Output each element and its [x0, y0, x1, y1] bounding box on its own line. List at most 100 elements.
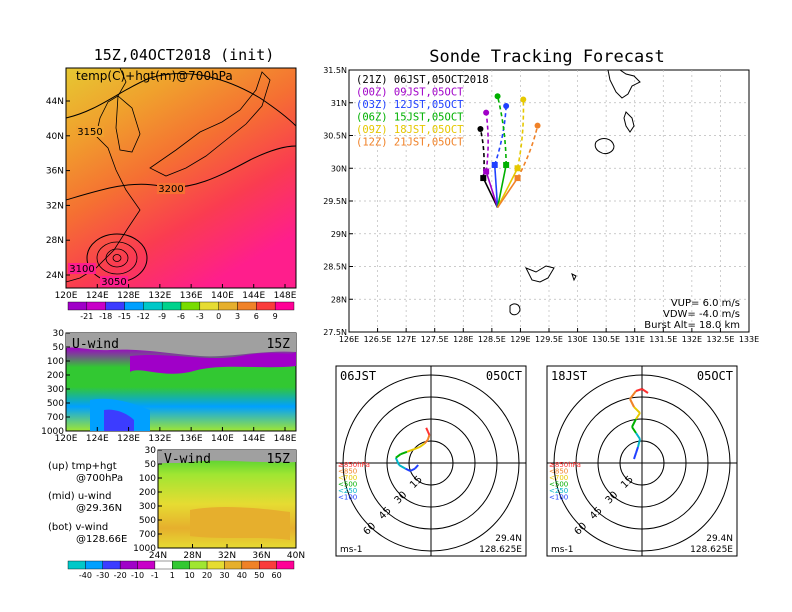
wind-colorbar-swatch: [241, 560, 260, 570]
track-x-tick-label: 131E: [625, 335, 645, 344]
hodograph-06jst-trace-segment: [394, 457, 400, 466]
wind-colorbar-swatch: [154, 560, 173, 570]
track-y-tick-label: 29.5N: [323, 197, 347, 206]
vwind-orange-core: [190, 506, 290, 540]
uwind-x-tick-label: 120E: [55, 434, 78, 444]
vwind-y-tick-label: 50: [145, 460, 157, 470]
temp-map-y-ticks: 44N 40N 36N 32N 28N 24N: [46, 97, 70, 281]
hodograph-18jst-trace-segment: [635, 432, 641, 440]
track-map-panel: Sonde Tracking Forecast 31.5N 31N 30.5N 30N…: [323, 47, 759, 344]
track-x-tick-label: 130E: [567, 335, 587, 344]
track-x-tick-label: 126.5E: [364, 335, 392, 344]
wind-colorbar-label: 30: [219, 571, 229, 580]
uwind-y-tick-label: 700: [47, 413, 64, 423]
temp-map-y-tick-label: 32N: [46, 201, 64, 211]
uwind-x-tick-label: 144E: [242, 434, 265, 444]
wind-colorbar-swatch: [67, 560, 86, 570]
temp-colorbar-swatch: [274, 301, 295, 311]
track-descent-line: [479, 128, 485, 179]
hodograph-06jst-trace-segment: [398, 464, 406, 470]
track-landing-marker: [534, 122, 541, 129]
hodograph-06jst-lon: 128.625E: [479, 545, 522, 555]
hodograph-06jst-trace-segment: [425, 427, 429, 432]
wind-colorbar-label: 40: [237, 571, 247, 580]
temp-map-x-tick-label: 120E: [55, 291, 78, 301]
hodograph-06jst-time-bg: [338, 368, 378, 382]
note-bot-2: @128.66E: [76, 534, 127, 545]
temp-map-panel: 15Z,04OCT2018 (init) 3150 3200 3100 3050…: [46, 46, 297, 301]
uwind-y-tick-label: 300: [47, 385, 64, 395]
hodograph-18jst-legend-entry: <250: [549, 487, 568, 495]
temp-map-x-tick-label: 128E: [117, 291, 140, 301]
vwind-y-tick-label: 200: [139, 488, 156, 498]
contour-label-bg-4: [100, 276, 128, 287]
track-legend: (21Z) 06JST,05OCT2018(00Z) 09JST,05OCT(0…: [356, 74, 489, 149]
track-legend-entry: (09Z) 18JST,05OCT: [356, 124, 464, 136]
track-y-tick-label: 27.5N: [323, 328, 347, 337]
hodograph-06jst-date-bg: [476, 368, 524, 382]
track-x-tick-label: 127.5E: [421, 335, 449, 344]
track-ascent-line: [496, 164, 507, 208]
korea-outline: [115, 95, 141, 153]
temp-map-x-tick-label: 144E: [242, 291, 265, 301]
hodograph-18jst-legend-entry: <850: [549, 468, 568, 476]
track-legend-entry: (03Z) 12JST,05OCT: [356, 99, 464, 111]
track-x-tick-label: 131.5E: [649, 335, 677, 344]
hodograph-06jst-lat: 29.4N: [495, 534, 522, 544]
track-legend-entry: (21Z) 06JST,05OCT2018: [356, 74, 489, 86]
vwind-x-tick-label: 40N: [287, 551, 305, 561]
wind-colorbar-swatch: [172, 560, 190, 570]
track-ascent-line: [496, 167, 519, 208]
track-ascent-line: [493, 164, 499, 208]
island-tanegashima: [623, 111, 635, 133]
track-y-tick-label: 31.5N: [323, 66, 347, 75]
wind-colorbar-swatch: [85, 560, 103, 570]
temp-map-y-tick-label: 28N: [46, 236, 64, 246]
info-vdw: VDW= -4.0 m/s: [663, 309, 740, 320]
info-vup: VUP= 6.0 m/s: [671, 298, 740, 309]
vwind-y-tick-label: 100: [139, 474, 156, 484]
hodograph-18jst-trace-segment: [637, 438, 641, 448]
temp-map-fill: [65, 67, 297, 289]
track-burst-marker: [514, 165, 521, 172]
vwind-x-tick-label: 36N: [252, 551, 270, 561]
temp-map-x-tick-label: 136E: [180, 291, 203, 301]
wind-colorbar-label: 20: [202, 571, 212, 580]
track-x-tick-label: 132.5E: [706, 335, 734, 344]
vwind-y-tick-label: 500: [139, 516, 156, 526]
uwind-gray-band: [66, 333, 296, 357]
contour-label-3050: 3050: [101, 277, 126, 288]
info-burst-alt: Burst Alt= 18.0 km: [644, 320, 740, 331]
wind-colorbar-label: 10: [185, 571, 195, 580]
track-ascent-line: [496, 177, 519, 208]
hodograph-06jst-legend-entry: ≥850hPa: [338, 461, 370, 469]
temp-map-x-tick-label: 140E: [211, 291, 234, 301]
temp-colorbar-swatch: [105, 301, 125, 311]
track-burst-marker: [491, 161, 498, 168]
track-legend-entry: (12Z) 21JST,05OCT: [356, 137, 464, 149]
hodograph-06jst-trace-segment: [409, 467, 416, 472]
hodograph-06jst-trace-segment: [426, 430, 431, 436]
uwind-y-tick-label: 1000: [41, 427, 64, 437]
track-x-tick-label: 130.5E: [592, 335, 620, 344]
notes-block: (up) tmp+hgt @700hPa (mid) u-wind @29.36…: [48, 461, 127, 545]
hodograph-06jst-trace-segment: [406, 448, 414, 453]
uwind-y-tick-label: 500: [47, 399, 64, 409]
wind-colorbar-swatch: [137, 560, 156, 570]
uwind-x-tick-label: 124E: [86, 434, 109, 444]
hodograph-18jst-legend-entry: <100: [549, 494, 568, 502]
temp-map-y-tick-label: 40N: [46, 132, 64, 142]
hodograph-06jst-legend-entry: <500: [338, 481, 357, 489]
wind-colorbar-label: 1: [170, 571, 175, 580]
hodograph-06jst-unit: ms-1: [340, 545, 362, 555]
temp-colorbar-label: 0: [216, 312, 221, 321]
uwind-x-tick-label: 128E: [117, 434, 140, 444]
island-small-1: [571, 273, 577, 282]
wind-colorbar-label: -10: [131, 571, 144, 580]
wind-colorbar-label: -20: [114, 571, 127, 580]
contour-3150: [65, 73, 297, 127]
hodograph-06jst-trace-segment: [395, 453, 402, 459]
temp-colorbar-label: -12: [137, 312, 150, 321]
